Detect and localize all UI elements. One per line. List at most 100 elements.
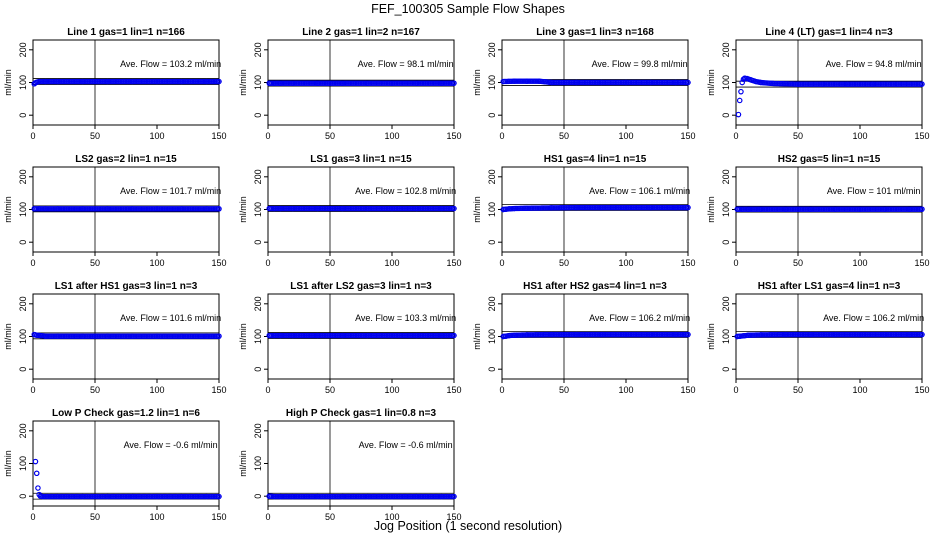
- y-tick-label: 0: [18, 113, 28, 118]
- average-flow-annotation: Ave. Flow = 106.2 ml/min: [589, 313, 690, 323]
- x-tick-label: 0: [733, 385, 738, 395]
- data-point: [35, 485, 41, 491]
- x-tick-label: 150: [914, 258, 929, 268]
- panel-8: HS2 gas=5 lin=1 n=15 0 50 100 150 0 100 200 ml/m…: [706, 154, 930, 268]
- y-axis-label: ml/min: [238, 450, 248, 477]
- panel-3: Line 3 gas=1 lin=3 n=168 0 50 100 150 0 100 200…: [472, 27, 696, 141]
- average-flow-annotation: Ave. Flow = 94.8 ml/min: [826, 59, 922, 69]
- data-series: [31, 78, 222, 87]
- panel-title: LS1 after HS1 gas=3 lin=1 n=3: [55, 281, 198, 292]
- average-flow-annotation: Ave. Flow = -0.6 ml/min: [359, 440, 453, 450]
- data-series: [31, 206, 222, 212]
- data-point: [451, 205, 457, 212]
- y-tick-label: 0: [18, 494, 28, 499]
- y-tick-label: 100: [487, 202, 497, 217]
- y-axis-label: ml/min: [3, 69, 13, 96]
- y-tick-label: 200: [253, 42, 263, 57]
- panel-title: LS1 after LS2 gas=3 lin=1 n=3: [290, 281, 432, 292]
- y-tick-label: 200: [487, 169, 497, 184]
- y-tick-label: 0: [487, 240, 497, 245]
- y-tick-label: 0: [721, 113, 731, 118]
- x-tick-label: 50: [559, 258, 569, 268]
- x-tick-label: 0: [30, 258, 35, 268]
- y-tick-label: 0: [253, 494, 263, 499]
- x-tick-label: 50: [793, 258, 803, 268]
- y-tick-label: 0: [253, 240, 263, 245]
- x-tick-label: 50: [559, 131, 569, 141]
- data-series: [266, 205, 457, 212]
- y-axis-label: ml/min: [706, 196, 716, 223]
- y-tick-label: 0: [253, 367, 263, 372]
- data-series: [266, 80, 457, 86]
- x-tick-label: 150: [914, 385, 929, 395]
- data-point: [451, 493, 457, 500]
- average-flow-annotation: Ave. Flow = 101.6 ml/min: [120, 313, 221, 323]
- data-point: [919, 331, 925, 338]
- data-point: [32, 458, 39, 465]
- x-tick-label: 100: [384, 512, 399, 522]
- panel-title: LS1 gas=3 lin=1 n=15: [310, 154, 412, 165]
- x-tick-label: 0: [30, 512, 35, 522]
- average-flow-annotation: Ave. Flow = 103.3 ml/min: [355, 313, 456, 323]
- x-tick-label: 100: [149, 385, 164, 395]
- data-point: [685, 331, 691, 338]
- y-tick-label: 0: [253, 113, 263, 118]
- x-tick-label: 50: [793, 385, 803, 395]
- y-tick-label: 200: [721, 169, 731, 184]
- y-axis-label: ml/min: [238, 323, 248, 350]
- data-point: [34, 470, 40, 477]
- y-tick-label: 100: [253, 456, 263, 471]
- x-tick-label: 150: [914, 131, 929, 141]
- x-tick-label: 150: [211, 512, 226, 522]
- x-tick-label: 0: [30, 131, 35, 141]
- panel-7: HS1 gas=4 lin=1 n=15 0 50 100 150 0 100 200 ml/m…: [472, 154, 696, 268]
- x-tick-label: 50: [325, 385, 335, 395]
- panel-6: LS1 gas=3 lin=1 n=15 0 50 100 150 0 100 200 ml/m…: [238, 154, 462, 268]
- y-tick-label: 100: [253, 329, 263, 344]
- x-tick-label: 50: [559, 385, 569, 395]
- y-tick-label: 200: [18, 42, 28, 57]
- data-series: [734, 331, 925, 340]
- y-tick-label: 200: [253, 296, 263, 311]
- x-tick-label: 100: [384, 131, 399, 141]
- panel-title: HS2 gas=5 lin=1 n=15: [778, 154, 881, 165]
- y-tick-label: 200: [487, 296, 497, 311]
- y-tick-label: 200: [487, 42, 497, 57]
- panel-2: Line 2 gas=1 lin=2 n=167 0 50 100 150 0 100 200…: [238, 27, 462, 141]
- data-series: [500, 78, 691, 86]
- average-flow-annotation: Ave. Flow = 106.1 ml/min: [589, 186, 690, 196]
- panel-title: Line 4 (LT) gas=1 lin=4 n=3: [765, 27, 893, 38]
- panel-title: HS1 after LS1 gas=4 lin=1 n=3: [758, 281, 901, 292]
- x-tick-label: 150: [680, 131, 695, 141]
- data-point: [919, 81, 925, 87]
- data-point: [216, 493, 222, 500]
- average-flow-annotation: Ave. Flow = -0.6 ml/min: [124, 440, 218, 450]
- data-point: [738, 88, 744, 95]
- y-axis-label: ml/min: [3, 196, 13, 223]
- y-tick-label: 100: [253, 75, 263, 90]
- y-tick-label: 200: [253, 169, 263, 184]
- average-flow-annotation: Ave. Flow = 106.2 ml/min: [823, 313, 924, 323]
- x-tick-label: 150: [680, 258, 695, 268]
- data-point: [735, 111, 742, 118]
- data-point: [919, 206, 925, 212]
- x-tick-label: 150: [446, 131, 461, 141]
- data-series: [266, 332, 457, 339]
- x-tick-label: 0: [265, 385, 270, 395]
- x-tick-label: 50: [90, 512, 100, 522]
- y-tick-label: 200: [721, 296, 731, 311]
- y-axis-label: ml/min: [472, 196, 482, 223]
- x-tick-label: 0: [265, 258, 270, 268]
- y-tick-label: 0: [487, 367, 497, 372]
- x-tick-label: 0: [499, 385, 504, 395]
- x-tick-label: 150: [446, 385, 461, 395]
- data-point: [216, 333, 222, 339]
- x-axis-title: Jog Position (1 second resolution): [373, 519, 563, 533]
- x-tick-label: 100: [852, 131, 867, 141]
- y-axis-label: ml/min: [238, 69, 248, 96]
- x-tick-label: 0: [265, 512, 270, 522]
- y-tick-label: 100: [721, 329, 731, 344]
- data-point: [216, 78, 222, 85]
- y-tick-label: 100: [18, 456, 28, 471]
